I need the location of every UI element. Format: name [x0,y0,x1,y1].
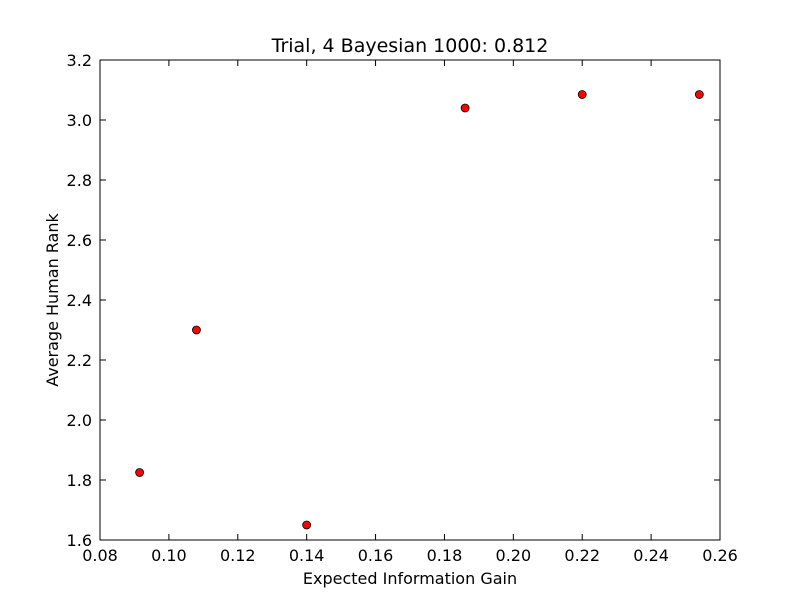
plot-area [135,90,704,530]
data-point [192,325,201,335]
x-tick-label: 0.20 [496,546,532,565]
axis-ticks: 0.08 0.10 0.12 0.14 0.16 0.18 0.20 0.22 0.24 0.26… [67,51,738,565]
x-tick-label: 0.12 [220,546,256,565]
data-point [694,90,704,99]
x-tick-label: 0.16 [358,546,394,565]
y-tick-label: 3.2 [67,51,92,70]
x-tick-label: 0.14 [289,546,325,565]
data-point [577,90,587,99]
y-axis-label: Average Human Rank [43,212,62,386]
y-tick-label: 2.8 [67,171,92,190]
y-tick-label: 2.0 [67,411,92,430]
y-tick-label: 2.4 [67,291,92,310]
y-tick-label: 1.6 [67,531,92,550]
x-tick-label: 0.08 [82,546,118,565]
x-tick-label: 0.26 [702,546,738,565]
y-tick-label: 1.8 [67,471,92,490]
plot-frame [99,59,721,541]
data-point [135,468,145,477]
x-tick-label: 0.24 [633,546,669,565]
x-tick-label: 0.10 [151,546,187,565]
data-point [460,103,470,113]
y-tick-label: 3.0 [67,111,92,130]
y-tick-label: 2.2 [67,351,92,370]
y-tick-label: 2.6 [67,231,92,250]
data-point [302,520,312,530]
chart-title: Trial, 4 Bayesian 1000: 0.812 [271,35,549,57]
x-axis-label: Expected Information Gain [303,569,517,588]
x-tick-label: 0.22 [564,546,600,565]
x-tick-label: 0.18 [427,546,463,565]
